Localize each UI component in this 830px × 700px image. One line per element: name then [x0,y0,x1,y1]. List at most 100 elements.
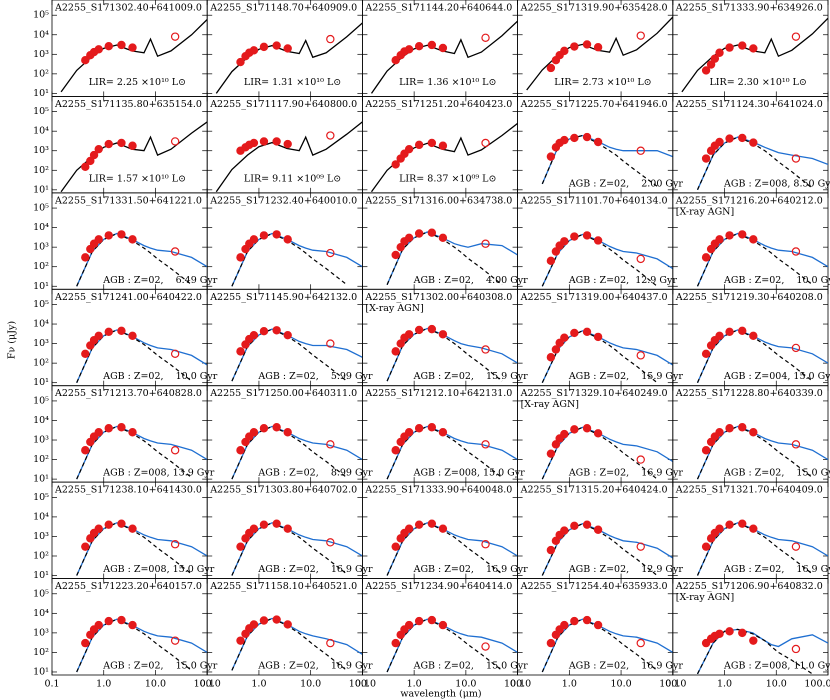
panel-plot [231,230,363,287]
photometry-point [249,46,259,55]
panel-annotation: AGB : Z=004, 15.0 Gyr [723,371,830,382]
panel-annotation: LIR= 1.57 ×10¹⁰ L⊙ [89,173,186,184]
panel-plot [76,519,208,576]
photometry-point [791,247,801,256]
photometry-point [236,446,245,455]
panel-title: A2255_S171303.80+640702.0 [209,485,357,496]
photometry-point [170,540,180,549]
photometry-point [236,636,245,645]
photometry-point [438,620,448,630]
panel-plot [60,19,208,93]
panel-title: A2255_S171117.90+640800.0 [209,99,357,110]
x-tick-label: 100.0 [804,679,830,690]
photometry-point [249,235,259,244]
panel-title: A2255_S171101.70+640134.0 [520,195,668,206]
photometry-point [414,520,424,529]
photometry-point [551,536,561,545]
photometry-point [749,235,758,244]
photometry-point [414,325,424,335]
photometry-point [481,345,490,354]
panel-plot [526,16,673,91]
photometry-point [701,253,711,262]
photometry-point [259,137,269,146]
panel-title: A2255_S171216.20+640212.0 [675,195,823,206]
photometry-point [725,327,734,337]
photometry-point [249,428,259,437]
y-tick-label: 10⁵ [33,299,49,310]
photometry-point [570,328,579,338]
photometry-point [427,228,437,237]
photometry-point [738,423,747,432]
y-tick-label: 10¹ [33,88,49,99]
photometry-point [582,231,592,240]
stellar-model-line [231,232,348,287]
panel-plot [76,615,208,673]
photometry-point [104,327,113,337]
photometry-point [593,332,603,342]
photometry-point [283,235,292,244]
photometry-point [272,230,281,239]
panel-plot [541,615,673,673]
photometry-point [749,636,758,645]
panel-annotation: AGB : Z=02, 15.9 Gyr [568,371,684,382]
photometry-point [427,519,437,528]
photometry-point [94,235,103,244]
photometry-point [170,636,180,645]
y-tick-label: 10² [33,358,49,369]
photometry-point [438,233,448,243]
panel-title: A2255_S171223.20+640157.0 [54,581,202,592]
y-tick-label: 10⁴ [33,608,49,619]
panel-plot [696,423,828,480]
panel-annotation: AGB : Z=008, 8.50 Gyr [723,178,830,189]
y-tick-label: 10⁴ [33,222,49,233]
panel-title: A2255_S171228.80+640339.0 [675,388,823,399]
panel-title: A2255_S171250.00+640311.0 [209,388,357,399]
photometry-point [725,43,734,52]
panel-plot [231,423,363,480]
y-tick-label: 10² [33,454,49,465]
photometry-point [404,524,414,533]
photometry-point [326,131,335,140]
stellar-model-line [696,329,813,383]
photometry-point [791,343,801,353]
panel-plot [696,519,828,576]
x-tick-label: 1.0 [251,679,266,690]
photometry-point [481,540,490,549]
y-axis-label: Fν (μJy) [7,321,18,359]
photometry-point [259,327,269,336]
y-tick-label: 10¹ [33,184,49,195]
stellar-model-line [696,232,813,287]
photometry-point [560,333,569,342]
photometry-point [86,156,95,166]
y-tick-label: 10⁴ [33,511,49,522]
photometry-point [636,455,645,464]
photometry-point [259,231,269,240]
panel-plot [696,133,828,191]
panel-plot [541,424,673,480]
panel-plot [541,231,673,287]
y-tick-label: 10³ [33,531,49,542]
panel-plot [386,423,518,480]
photometry-point [249,524,259,533]
x-tick-label: 100.0 [659,679,686,690]
panel-plot [76,326,208,383]
photometry-point [636,638,645,648]
photometry-point [104,41,113,51]
photometry-point [593,43,603,52]
photometry-point [546,449,556,458]
panel-title: A2255_S171206.90+640832.0 [675,581,823,592]
photometry-point [636,31,645,40]
y-tick-label: 10² [33,261,49,272]
photometry-point [791,154,801,163]
photometry-point [170,247,180,256]
x-tick-label: 10.0 [145,679,166,690]
panel-plot [541,520,673,576]
panel-title: A2255_S171329.10+640249.0 [520,388,668,399]
photometry-point [582,520,592,529]
photometry-point [481,138,490,148]
photometry-point [272,326,281,335]
photometry-point [272,137,281,146]
panel-annotation: AGB : Z=008, 15.0 Gyr [413,468,526,479]
photometry-point [715,331,724,341]
photometry-point [738,230,747,239]
